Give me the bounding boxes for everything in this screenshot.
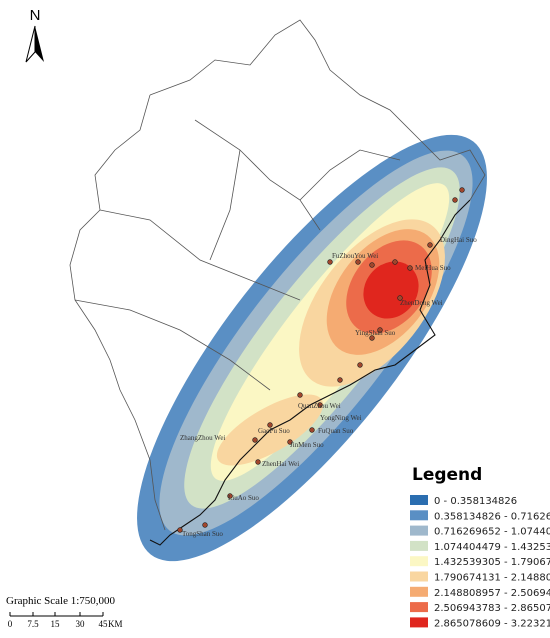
density-band <box>363 261 419 319</box>
legend-swatch <box>410 571 428 582</box>
place-label: YingShan Suo <box>355 329 396 337</box>
place-point <box>297 392 303 398</box>
place-point <box>407 265 413 271</box>
legend-label: 1.790674131 - 2.148808956 <box>434 573 550 584</box>
legend-title: Legend <box>412 465 482 485</box>
place-labels: FuZhouYou Wei ZhenDong Wei MeiHua Suo Di… <box>180 236 477 538</box>
scale-label: 15 <box>51 619 61 629</box>
place-label: ZhenHai Wei <box>262 460 299 468</box>
place-point <box>327 259 333 265</box>
legend-swatch <box>410 495 428 505</box>
place-label: YongNing Wei <box>320 414 362 422</box>
place-point <box>309 427 315 433</box>
legend-swatch <box>410 540 428 551</box>
place-point <box>355 259 361 265</box>
place-label: JinMen Suo <box>290 441 324 449</box>
place-point <box>337 377 343 383</box>
density-surface <box>137 134 487 562</box>
province-outlines <box>69 19 486 546</box>
arrow-left <box>25 25 36 63</box>
scale-unit: KM <box>108 619 123 629</box>
place-label: FuZhouYou Wei <box>332 252 378 260</box>
outline <box>149 19 486 201</box>
legend-swatch <box>410 525 428 536</box>
place-label: MeiHua Suo <box>415 264 451 272</box>
place-label: GaoPu Suo <box>258 427 290 435</box>
place-point <box>397 295 403 301</box>
outline <box>69 94 166 531</box>
arrow-right <box>35 26 44 62</box>
place-point <box>317 402 323 408</box>
legend-label: 2.148808957 - 2.506943782 <box>434 588 550 599</box>
legend-swatch <box>410 556 428 567</box>
place-point <box>267 422 273 428</box>
place-point <box>255 459 261 465</box>
outline <box>74 119 401 391</box>
place-label: ZhenDong Wei <box>400 299 443 307</box>
place-label: DingHai Suo <box>440 236 477 244</box>
place-label: ZhangZhou Wei <box>180 434 225 442</box>
scale-label: 7.5 <box>27 619 39 629</box>
scale-label: 0 <box>8 619 13 629</box>
place-label: LiuAo Suo <box>228 494 259 502</box>
legend-swatch <box>410 510 428 521</box>
coastline <box>149 199 471 546</box>
place-label: QuanZhou Wei <box>298 402 341 410</box>
legend-label: 2.865078609 - 3.223213434 <box>434 618 550 629</box>
legend-swatch <box>410 586 428 597</box>
legend-label: 0.716269652 - 1.074404478 <box>434 527 550 538</box>
scale-title: Graphic Scale 1:750,000 <box>6 595 116 607</box>
legend-label: 1.074404479 - 1.432539304 <box>434 542 550 553</box>
north-arrow: N <box>25 7 44 63</box>
scale-label: 45 <box>99 619 109 629</box>
place-point <box>202 522 208 528</box>
legend-label: 2.506943783 - 2.865078608 <box>434 603 550 614</box>
place-point <box>427 242 433 248</box>
place-point <box>459 187 465 193</box>
place-points <box>177 187 465 533</box>
place-point <box>452 197 458 203</box>
place-point <box>392 259 398 265</box>
legend-swatch <box>410 602 428 613</box>
place-point <box>369 262 375 268</box>
place-point <box>287 439 293 445</box>
legend-swatch <box>410 617 428 628</box>
place-point <box>357 362 363 368</box>
place-label: TongShan Suo <box>182 530 223 538</box>
scale-label: 30 <box>76 619 86 629</box>
legend-label: 1.432539305 - 1.79067413 <box>434 557 550 568</box>
place-point <box>252 437 258 443</box>
place-point <box>369 335 375 341</box>
legend: Legend 0 - 0.358134826 0.358134826 - 0.71… <box>410 465 550 629</box>
place-point <box>227 493 233 499</box>
place-label: FuQuan Suo <box>318 427 354 435</box>
scale-bar: Graphic Scale 1:750,000 0 7.5 15 30 45 KM <box>6 595 123 629</box>
legend-label: 0 - 0.358134826 <box>434 496 517 507</box>
place-point <box>177 527 183 533</box>
north-label: N <box>30 7 41 24</box>
place-point <box>377 327 383 333</box>
legend-label: 0.358134826 - 0.716269652 <box>434 511 550 522</box>
